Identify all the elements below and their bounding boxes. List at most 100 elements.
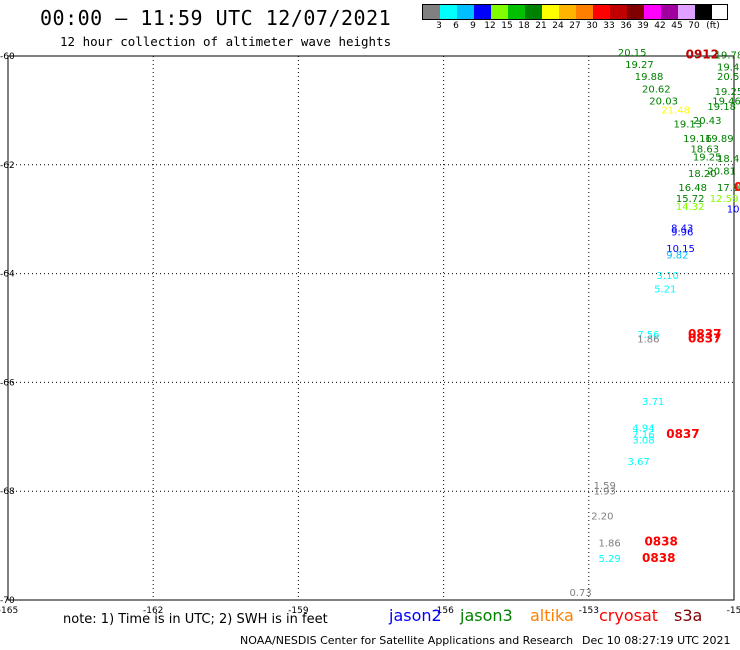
- color-scale-swatch: [627, 5, 644, 19]
- wave-height-label: 19.25: [693, 152, 722, 163]
- color-scale-swatch: [542, 5, 559, 19]
- color-scale-swatch: [440, 5, 457, 19]
- color-scale: 3 6 9 12 15 18 21 24 27 30 33 36 39 42 45 70 (ft): [422, 4, 728, 34]
- wave-height-label: 10.15: [666, 244, 695, 255]
- wave-height-label: 18.20: [688, 169, 717, 180]
- color-scale-swatch: [678, 5, 695, 19]
- color-scale-label: 45: [671, 21, 683, 31]
- x-tick-label: -153: [579, 606, 599, 616]
- color-scale-swatch: [474, 5, 491, 19]
- y-tick-label: -66: [0, 378, 15, 388]
- color-scale-swatches: [422, 4, 728, 20]
- color-scale-label: 39: [637, 21, 649, 31]
- x-tick-label: -156: [433, 606, 454, 616]
- color-scale-label: 27: [569, 21, 581, 31]
- color-scale-label: 9: [470, 21, 476, 31]
- color-scale-label: 21: [535, 21, 547, 31]
- wave-height-label: 10.98: [727, 205, 740, 216]
- color-scale-swatch: [457, 5, 474, 19]
- color-scale-swatch: [644, 5, 661, 19]
- wave-height-label: 4.94: [632, 423, 654, 434]
- wave-height-label: 1.93: [594, 486, 616, 497]
- map-frame: [7, 55, 735, 601]
- color-scale-label: 33: [603, 21, 615, 31]
- legend-jason2: jason2: [389, 606, 442, 625]
- legend-jason3: jason3: [460, 606, 513, 625]
- legend-altika: altika: [530, 606, 574, 625]
- wave-height-label: 19.18: [707, 102, 736, 113]
- wave-height-label: 20.52: [717, 72, 740, 83]
- wave-height-label: 15.72: [676, 194, 705, 205]
- pass-time-label: 0836: [734, 180, 740, 194]
- x-tick-label: -15: [727, 606, 740, 616]
- color-scale-swatch: [695, 5, 712, 19]
- color-scale-label: (ft): [706, 21, 720, 31]
- x-tick-label: -165: [0, 606, 18, 616]
- credit-text: NOAA/NESDIS Center for Satellite Applica…: [240, 634, 574, 647]
- x-tick-label: -162: [143, 606, 163, 616]
- color-scale-swatch: [525, 5, 542, 19]
- wave-height-label: 1.86: [598, 539, 620, 550]
- wave-height-label: 12.59: [710, 194, 739, 205]
- wave-height-label: 19.27: [625, 60, 654, 71]
- wave-height-label: 19.13: [674, 119, 703, 130]
- pass-time-label: 0837: [666, 427, 699, 441]
- wave-height-label: 19.25: [715, 87, 740, 98]
- wave-height-label: 14.32: [676, 202, 705, 213]
- color-scale-label: 42: [654, 21, 666, 31]
- wave-height-label: 18.63: [690, 144, 719, 155]
- wave-height-label: 21.48: [661, 106, 690, 117]
- color-scale-swatch: [661, 5, 678, 19]
- color-scale-label: 18: [518, 21, 530, 31]
- x-tick-label: -159: [288, 606, 309, 616]
- wave-height-label: 19.78: [715, 51, 740, 62]
- wave-height-label: 9.82: [666, 250, 688, 261]
- color-scale-label: 30: [586, 21, 598, 31]
- y-tick-label: -60: [0, 52, 15, 62]
- color-scale-swatch: [610, 5, 627, 19]
- footer-note: note: 1) Time is in UTC; 2) SWH is in fe…: [63, 612, 328, 627]
- y-tick-label: -68: [0, 487, 15, 497]
- wave-height-label: 20.81: [707, 167, 736, 178]
- wave-height-label: 17.91: [717, 183, 740, 194]
- wave-height-label: 19.16: [683, 134, 712, 145]
- wave-height-label: 2.20: [591, 511, 613, 522]
- legend-cryosat: cryosat: [599, 606, 659, 625]
- color-scale-swatch: [423, 5, 440, 19]
- wave-height-label: 19.41: [717, 63, 740, 74]
- wave-height-label: 20.43: [693, 116, 722, 127]
- pass-time-label: 0837: [688, 327, 721, 341]
- wave-height-label: 7.16: [632, 430, 654, 441]
- wave-height-label: 7.56: [637, 330, 659, 341]
- color-scale-swatch: [559, 5, 576, 19]
- wave-height-label: 9.96: [671, 228, 693, 239]
- wave-height-label: 18.46: [717, 154, 740, 165]
- wave-height-label: 0.73: [569, 588, 591, 599]
- pass-time-label: 0838: [644, 535, 677, 549]
- wave-height-label: 3.10: [657, 271, 679, 282]
- y-tick-label: -64: [0, 270, 15, 280]
- pass-time-label: 0837: [688, 332, 721, 346]
- wave-height-label: 20.62: [642, 84, 671, 95]
- color-scale-label: 3: [436, 21, 442, 31]
- color-scale-label: 24: [552, 21, 564, 31]
- color-scale-swatch: [508, 5, 525, 19]
- wave-height-label: 20.15: [618, 48, 647, 59]
- page-subtitle: 12 hour collection of altimeter wave hei…: [60, 34, 392, 49]
- wave-height-label: 8.43: [671, 224, 693, 235]
- y-tick-label: -62: [0, 161, 15, 171]
- color-scale-label: 70: [688, 21, 700, 31]
- y-tick-label: -70: [0, 596, 15, 606]
- wave-height-label: 19.46: [712, 96, 740, 107]
- wave-height-label: 5.29: [598, 554, 620, 565]
- wave-height-label: 20.03: [649, 96, 678, 107]
- wave-height-label: 1.86: [637, 335, 659, 346]
- wave-height-label: 1.59: [594, 481, 616, 492]
- color-scale-label: 12: [484, 21, 496, 31]
- color-scale-labels: 3 6 9 12 15 18 21 24 27 30 33 36 39 42 45 70 (ft): [422, 20, 728, 34]
- credit-timestamp: Dec 10 08:27:19 UTC 2021: [582, 634, 731, 647]
- wave-height-label: 3.67: [628, 457, 650, 468]
- wave-height-label: 19.88: [635, 72, 664, 83]
